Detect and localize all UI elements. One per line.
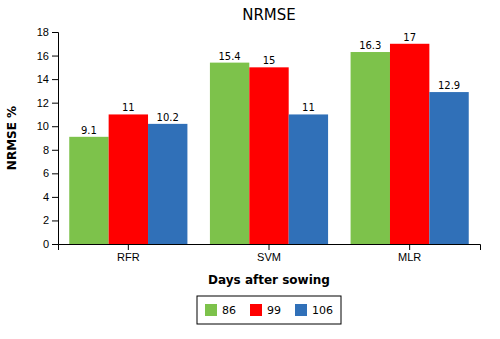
y-tick-mark (52, 220, 58, 221)
y-tick-label: 2 (43, 214, 49, 226)
x-tick-mark (409, 244, 410, 250)
y-tick-mark (52, 56, 58, 57)
y-axis-line (52, 33, 59, 245)
y-tick-mark (52, 244, 58, 245)
y-tick-label: 8 (43, 144, 49, 156)
title: NRMSE (242, 6, 296, 24)
y-tick-mark (52, 197, 58, 198)
y-tick: 0 (43, 238, 58, 250)
bar (390, 44, 429, 244)
bar-series (109, 44, 430, 244)
data-label: 11 (122, 102, 135, 113)
data-label: 10.2 (157, 112, 179, 123)
y-tick-label: 0 (43, 238, 49, 250)
x-tick: RFR (117, 244, 140, 263)
x-tick-mark (269, 244, 270, 250)
x-tick-label: RFR (117, 251, 140, 263)
y-tick-mark (52, 79, 58, 80)
y-tick-mark (52, 173, 58, 174)
bar (429, 92, 468, 244)
data-labels: 9.1 15.4 16.3 11 15 17 10.2 11 12.9 (81, 32, 460, 136)
chart: 0 2 4 6 8 10 12 14 16 18 RFR SVM MLR 9.1 15.4 16.3 11 15 1… (0, 0, 500, 339)
plot: 0 2 4 6 8 10 12 14 16 18 RFR SVM MLR 9.1 15.4 16.3 11 15 1… (37, 26, 481, 263)
y-tick-label: 14 (37, 73, 49, 85)
x-tick: SVM (257, 244, 281, 263)
x-tick: MLR (398, 244, 421, 263)
data-label: 17 (403, 32, 416, 43)
y-axis: 0 2 4 6 8 10 12 14 16 18 (37, 26, 59, 250)
bars (69, 44, 468, 244)
data-label: 16.3 (359, 40, 381, 51)
legend-label: 106 (312, 304, 333, 317)
y-tick: 16 (37, 50, 58, 62)
x-tick-label: MLR (398, 251, 421, 263)
legend-swatch (205, 304, 217, 316)
bar (351, 52, 390, 244)
data-label: 15.4 (218, 51, 240, 62)
bar (210, 63, 249, 244)
data-label: 9.1 (81, 125, 97, 136)
y-tick: 6 (43, 167, 58, 179)
legend: 86 99 106 (197, 296, 341, 324)
y-tick-label: 18 (37, 26, 49, 38)
bar (249, 67, 288, 244)
legend-swatch (250, 304, 262, 316)
y-tick-label: 10 (37, 120, 49, 132)
data-label: 15 (263, 55, 276, 66)
y-tick-label: 16 (37, 50, 49, 62)
data-label: 12.9 (438, 80, 460, 91)
data-label: 11 (302, 102, 315, 113)
legend-label: 99 (267, 304, 281, 317)
x-axis: RFR SVM MLR (59, 244, 481, 263)
y-tick: 10 (37, 120, 58, 132)
y-tick: 4 (43, 191, 58, 203)
bar-series (148, 92, 469, 244)
x-axis-line (59, 245, 481, 251)
y-tick-label: 12 (37, 97, 49, 109)
y-tick-mark (52, 103, 58, 104)
y-tick-label: 6 (43, 167, 49, 179)
x-tick-mark (128, 244, 129, 250)
bar (109, 114, 148, 244)
x-tick-label: SVM (257, 251, 281, 263)
y-tick: 18 (37, 26, 58, 38)
y-tick: 2 (43, 214, 58, 226)
y-tick: 12 (37, 97, 58, 109)
y-axis-title: NRMSE % (5, 106, 19, 170)
legend-swatch (295, 304, 307, 316)
y-tick: 8 (43, 144, 58, 156)
legend-box (197, 296, 341, 324)
x-axis-title: Days after sowing (208, 273, 330, 287)
bar-series (69, 52, 390, 244)
bar (148, 124, 187, 244)
bar (289, 114, 328, 244)
y-tick-mark (52, 150, 58, 151)
y-tick-mark (52, 126, 58, 127)
y-tick-mark (52, 32, 58, 33)
bar (69, 137, 108, 244)
legend-label: 86 (222, 304, 236, 317)
y-tick: 14 (37, 73, 58, 85)
y-tick-label: 4 (43, 191, 49, 203)
